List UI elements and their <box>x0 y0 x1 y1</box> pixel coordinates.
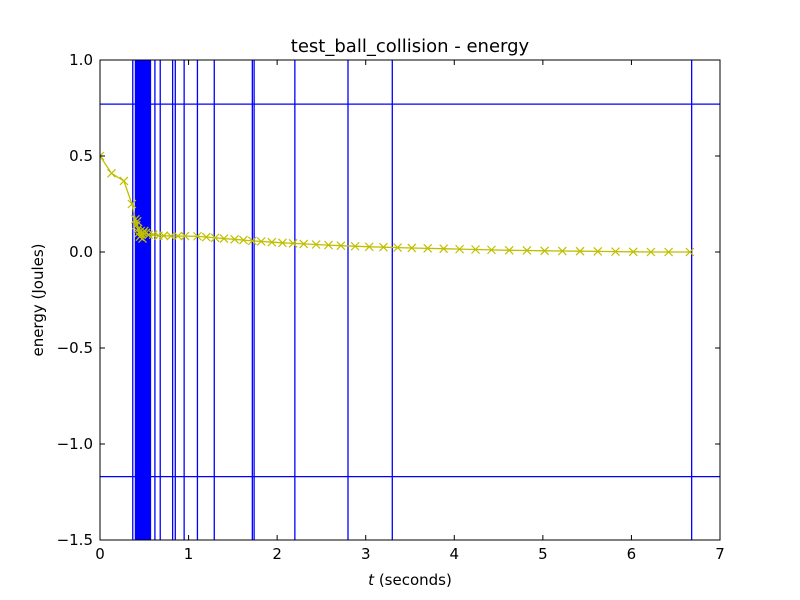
data-point-marker <box>278 238 287 248</box>
x-tick-label: 5 <box>538 545 548 563</box>
data-point-marker <box>593 246 603 256</box>
data-point-marker <box>210 233 220 243</box>
y-tick-label: −1.5 <box>57 531 93 549</box>
data-point-marker <box>407 243 417 253</box>
data-point-marker <box>267 237 277 247</box>
y-axis-label: energy (Joules) <box>29 243 47 356</box>
data-point-marker <box>119 176 129 186</box>
y-tick-label: −1.0 <box>57 435 93 453</box>
data-point-marker <box>256 237 266 246</box>
data-point-marker <box>324 240 333 250</box>
data-point-marker <box>504 245 514 255</box>
x-tick-label: 0 <box>95 545 105 563</box>
data-point-marker <box>350 241 360 251</box>
x-tick-label: 2 <box>272 545 282 563</box>
data-point-marker <box>646 247 656 257</box>
data-point-marker <box>439 244 449 254</box>
data-point-marker <box>144 230 154 240</box>
data-point-marker <box>132 216 142 226</box>
data-point-marker <box>423 243 433 253</box>
x-tick-label: 1 <box>184 545 194 563</box>
x-axis-label: t (seconds) <box>368 571 452 589</box>
x-tick-label: 4 <box>450 545 460 563</box>
y-tick-label: 0.5 <box>69 147 93 165</box>
data-point-marker <box>230 234 240 244</box>
axis-ticks: 0 1 2 3 4 5 6 7 −1.5 −1.0 −0.5 0.0 0.5 1.0 <box>57 51 725 563</box>
plot-area <box>100 60 720 540</box>
data-point-marker <box>219 234 229 243</box>
y-tick-label: 0.0 <box>69 243 93 261</box>
data-point-marker <box>100 151 105 161</box>
data-point-marker <box>247 236 257 246</box>
data-point-marker <box>685 247 695 257</box>
data-point-marker <box>239 235 248 245</box>
x-tick-label: 6 <box>627 545 637 563</box>
data-point-marker <box>455 244 465 254</box>
data-point-marker <box>107 168 116 178</box>
data-point-marker <box>201 232 211 242</box>
data-point-marker <box>393 243 403 253</box>
y-tick-label: −0.5 <box>57 339 93 357</box>
x-axis-label-var: t <box>368 571 375 589</box>
x-tick-label: 3 <box>361 545 371 563</box>
data-point-marker <box>471 245 480 254</box>
data-point-marker <box>299 239 309 249</box>
data-point-marker <box>159 231 169 241</box>
data-point-marker <box>364 242 374 252</box>
x-tick-label: 7 <box>715 545 725 563</box>
data-point-marker <box>180 231 190 241</box>
data-point-marker <box>664 247 674 257</box>
data-point-marker <box>540 246 550 256</box>
data-point-marker <box>575 246 585 256</box>
data-point-marker <box>522 246 532 255</box>
data-point-marker <box>193 231 202 241</box>
data-point-marker <box>487 245 496 255</box>
axes-frame <box>99 59 721 541</box>
data-point-marker <box>288 238 298 248</box>
data-point-marker <box>311 240 321 249</box>
chart-title: test_ball_collision - energy <box>291 36 530 57</box>
data-point-marker <box>138 228 148 238</box>
data-point-marker <box>336 241 346 251</box>
data-point-marker <box>628 247 638 257</box>
data-point-marker <box>173 231 183 241</box>
data-point-marker <box>557 246 567 256</box>
data-point-marker <box>611 247 620 257</box>
x-axis-label-unit: (seconds) <box>374 571 452 589</box>
data-point-marker <box>148 230 158 240</box>
data-point-marker <box>127 199 137 209</box>
plot-marks <box>100 60 720 540</box>
data-point-marker <box>379 242 388 252</box>
y-tick-label: 1.0 <box>69 51 93 69</box>
data-point-marker <box>166 231 176 241</box>
